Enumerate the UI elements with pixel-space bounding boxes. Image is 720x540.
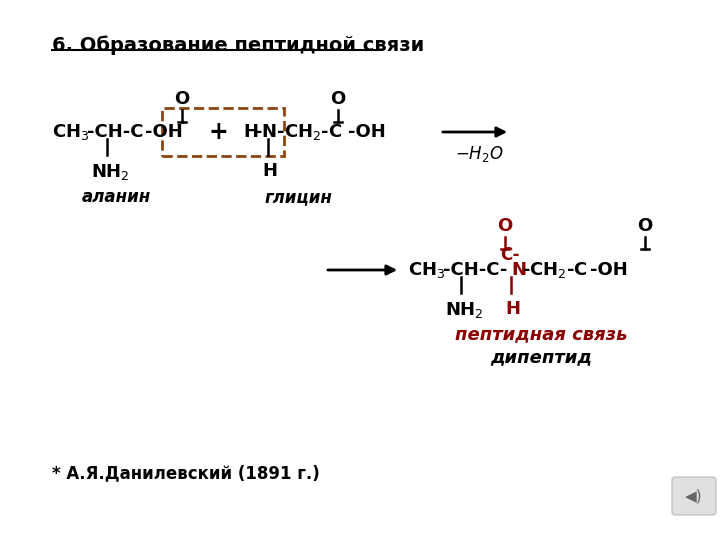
Text: 6. Образование пептидной связи: 6. Образование пептидной связи: [52, 35, 424, 55]
Text: +: +: [208, 120, 228, 144]
Text: H: H: [262, 162, 277, 180]
Text: -N-CH$_2$-C: -N-CH$_2$-C: [254, 122, 343, 142]
Text: CH$_3$: CH$_3$: [52, 122, 89, 142]
Text: CH$_3$: CH$_3$: [408, 260, 446, 280]
Text: O: O: [637, 217, 652, 235]
Text: -OH: -OH: [348, 123, 386, 141]
Text: NH$_2$: NH$_2$: [91, 162, 130, 182]
Text: H: H: [505, 300, 520, 318]
Text: * А.Я.Данилевский (1891 г.): * А.Я.Данилевский (1891 г.): [52, 464, 320, 482]
Text: -CH$_2$-C: -CH$_2$-C: [522, 260, 588, 280]
Text: NH$_2$: NH$_2$: [445, 300, 484, 320]
Text: -CH-C: -CH-C: [87, 123, 143, 141]
FancyBboxPatch shape: [672, 477, 716, 515]
Text: аланин: аланин: [82, 188, 151, 206]
Text: N: N: [511, 261, 526, 279]
Text: O: O: [174, 90, 189, 108]
Text: O: O: [498, 217, 513, 235]
Text: -OH: -OH: [590, 261, 628, 279]
Text: -OH: -OH: [145, 123, 183, 141]
Text: H: H: [243, 123, 258, 141]
Text: O: O: [330, 90, 346, 108]
Text: глицин: глицин: [265, 188, 333, 206]
Text: пептидная связь: пептидная связь: [455, 325, 628, 343]
Text: дипептид: дипептид: [490, 348, 592, 366]
Text: ◀): ◀): [685, 489, 703, 503]
Text: -CH-C-: -CH-C-: [443, 261, 508, 279]
Text: $-H_2O$: $-H_2O$: [455, 144, 504, 164]
Text: C-: C-: [500, 246, 520, 264]
